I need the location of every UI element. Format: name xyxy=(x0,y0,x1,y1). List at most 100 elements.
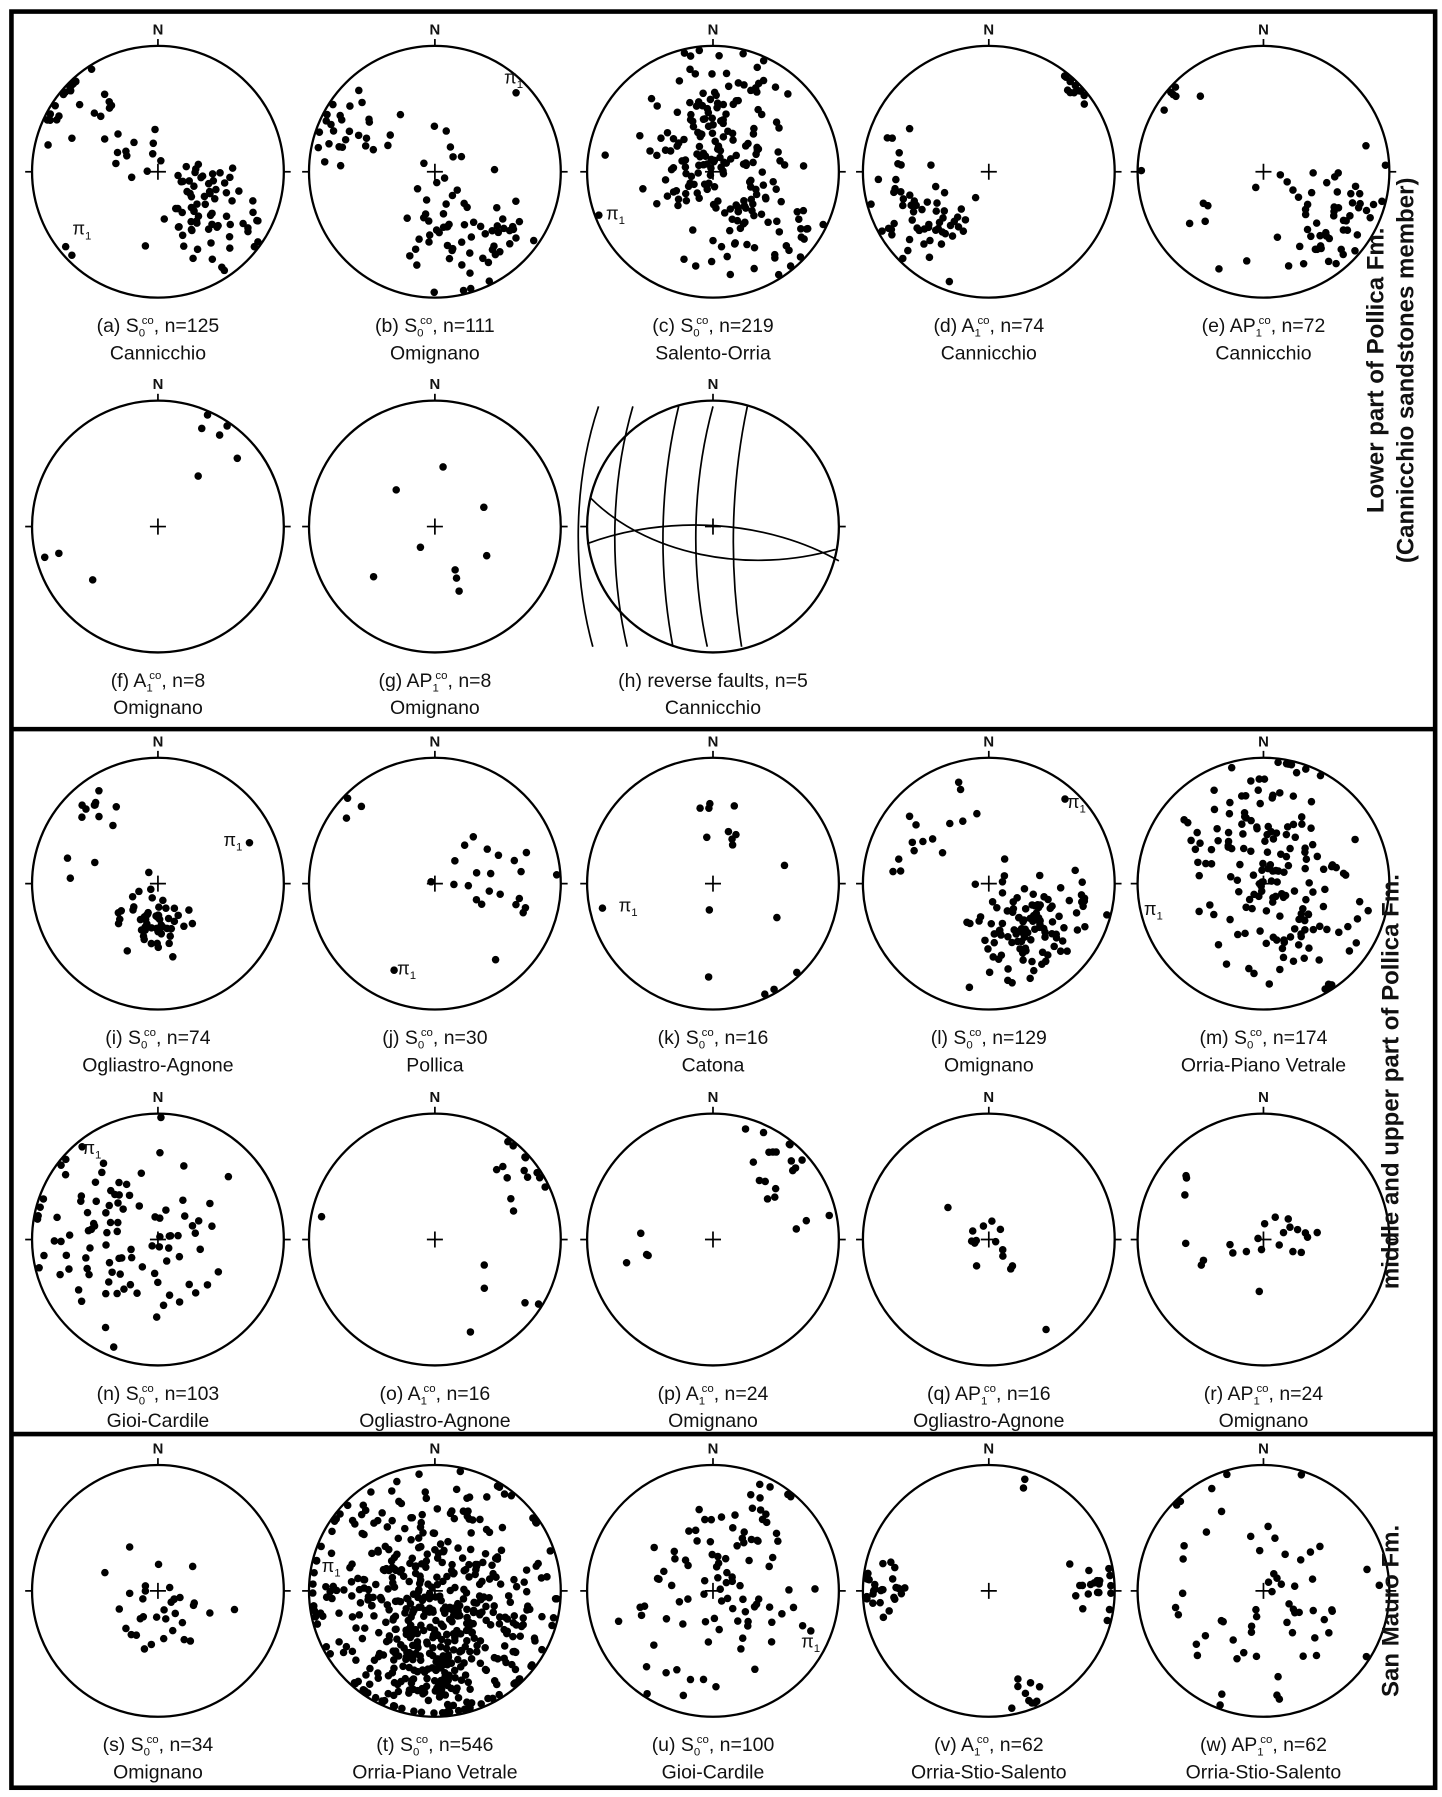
pole-dot xyxy=(415,1603,423,1612)
pole-dot xyxy=(429,1651,437,1660)
pole-dot xyxy=(401,1524,409,1533)
pole-dot xyxy=(909,208,918,216)
center-cross xyxy=(426,1231,443,1248)
pole-dot xyxy=(157,1113,165,1122)
label-count: , n=62 xyxy=(989,1734,1044,1756)
pole-dot xyxy=(345,127,354,136)
panel-site: Ogliastro-Agnone xyxy=(913,1410,1064,1432)
pole-dot xyxy=(148,1242,156,1250)
pole-dot xyxy=(424,1580,432,1588)
pole-dot xyxy=(448,1605,456,1614)
pole-dot xyxy=(204,179,213,188)
pole-dot xyxy=(1322,228,1330,237)
pole-dot xyxy=(174,911,182,920)
pole-dot xyxy=(399,1572,408,1581)
pole-dot xyxy=(403,1594,411,1603)
pole-dot xyxy=(695,142,704,151)
pole-dot xyxy=(402,1626,410,1634)
pole-dot xyxy=(1079,1605,1087,1613)
label-superscript: co xyxy=(697,1734,709,1746)
pole-dot xyxy=(1352,939,1361,947)
pole-dot xyxy=(723,1568,731,1577)
pole-dot xyxy=(759,1128,768,1137)
pole-dot xyxy=(657,134,665,142)
pole-dot xyxy=(993,903,1001,912)
pole-dot xyxy=(867,200,875,208)
pole-dot xyxy=(1056,947,1065,955)
pole-dot xyxy=(180,1212,189,1220)
pole-dot xyxy=(415,235,423,243)
pole-dot xyxy=(495,1613,504,1621)
pole-dot xyxy=(924,223,933,232)
pole-dot xyxy=(1103,1616,1112,1625)
pole-dot xyxy=(1095,1588,1103,1597)
pole-dot xyxy=(87,65,96,74)
pole-dot xyxy=(406,252,414,260)
pole-dot xyxy=(897,161,905,169)
pole-dot xyxy=(417,1621,425,1630)
pole-dot xyxy=(703,185,712,194)
pole-dot xyxy=(891,1563,899,1572)
pole-dot xyxy=(1286,844,1294,853)
pole-dot xyxy=(419,1612,428,1620)
pole-dot xyxy=(397,1499,406,1508)
pole-dot xyxy=(747,195,756,204)
pole-dot xyxy=(114,130,122,138)
pole-dot xyxy=(156,1232,164,1241)
pole-dot xyxy=(358,1634,367,1643)
pole-dot xyxy=(1250,969,1258,978)
pole-dot xyxy=(165,939,173,948)
pole-dot xyxy=(888,1575,897,1583)
pole-dot xyxy=(710,182,719,191)
pole-dot xyxy=(191,1229,200,1237)
pole-dot xyxy=(416,543,425,552)
pole-dot xyxy=(160,1606,168,1614)
pole-dot xyxy=(120,1285,128,1293)
pole-dot xyxy=(1304,910,1313,918)
pole-dot xyxy=(122,1180,131,1189)
pole-dot xyxy=(1008,1704,1016,1712)
pole-symbol: π xyxy=(72,218,85,239)
pole-dot xyxy=(1266,860,1275,869)
pole-dot xyxy=(765,1603,774,1611)
pole-dot xyxy=(695,1505,703,1514)
pole-dot xyxy=(372,1580,380,1589)
pole-dot xyxy=(377,1595,386,1604)
pole-dot xyxy=(912,201,920,210)
pole-dot xyxy=(114,1218,122,1227)
pole-dot xyxy=(1171,83,1180,91)
pole-dot xyxy=(899,195,908,203)
pole-dot xyxy=(451,1673,459,1682)
pole-dot xyxy=(1018,949,1027,957)
pole-dot xyxy=(1307,232,1315,241)
pole-dot xyxy=(309,1580,317,1588)
panel-site: Gioi-Cardile xyxy=(662,1762,765,1784)
pole-dot xyxy=(40,1251,48,1260)
pole-dot xyxy=(1282,759,1291,768)
pole-dot xyxy=(451,1583,459,1592)
pole-dot xyxy=(480,503,488,512)
pole-dot xyxy=(457,238,466,246)
pole-dot xyxy=(723,1594,732,1603)
pole-dot xyxy=(1267,827,1275,836)
pole-dot xyxy=(971,880,980,889)
pole-dot xyxy=(888,134,897,142)
label-subscript: 0 xyxy=(694,1747,700,1759)
pole-dot xyxy=(1274,758,1282,767)
pole-dot xyxy=(749,1158,758,1166)
pole-dot xyxy=(498,215,507,223)
pole-dot xyxy=(1105,1605,1114,1614)
pole-dot xyxy=(595,211,603,219)
pole-dot xyxy=(369,572,378,581)
pole-dot xyxy=(1325,1629,1333,1637)
pole-dot xyxy=(174,171,182,180)
center-cross xyxy=(1255,163,1272,180)
pole-dot xyxy=(1021,1689,1030,1698)
pole-dot xyxy=(998,878,1007,886)
north-label: N xyxy=(153,22,164,38)
pole-dot xyxy=(705,179,713,188)
pole-dot xyxy=(465,1573,473,1581)
pole-dot xyxy=(1301,864,1309,873)
pole-dot xyxy=(102,1289,110,1298)
pole-dot xyxy=(483,845,492,853)
